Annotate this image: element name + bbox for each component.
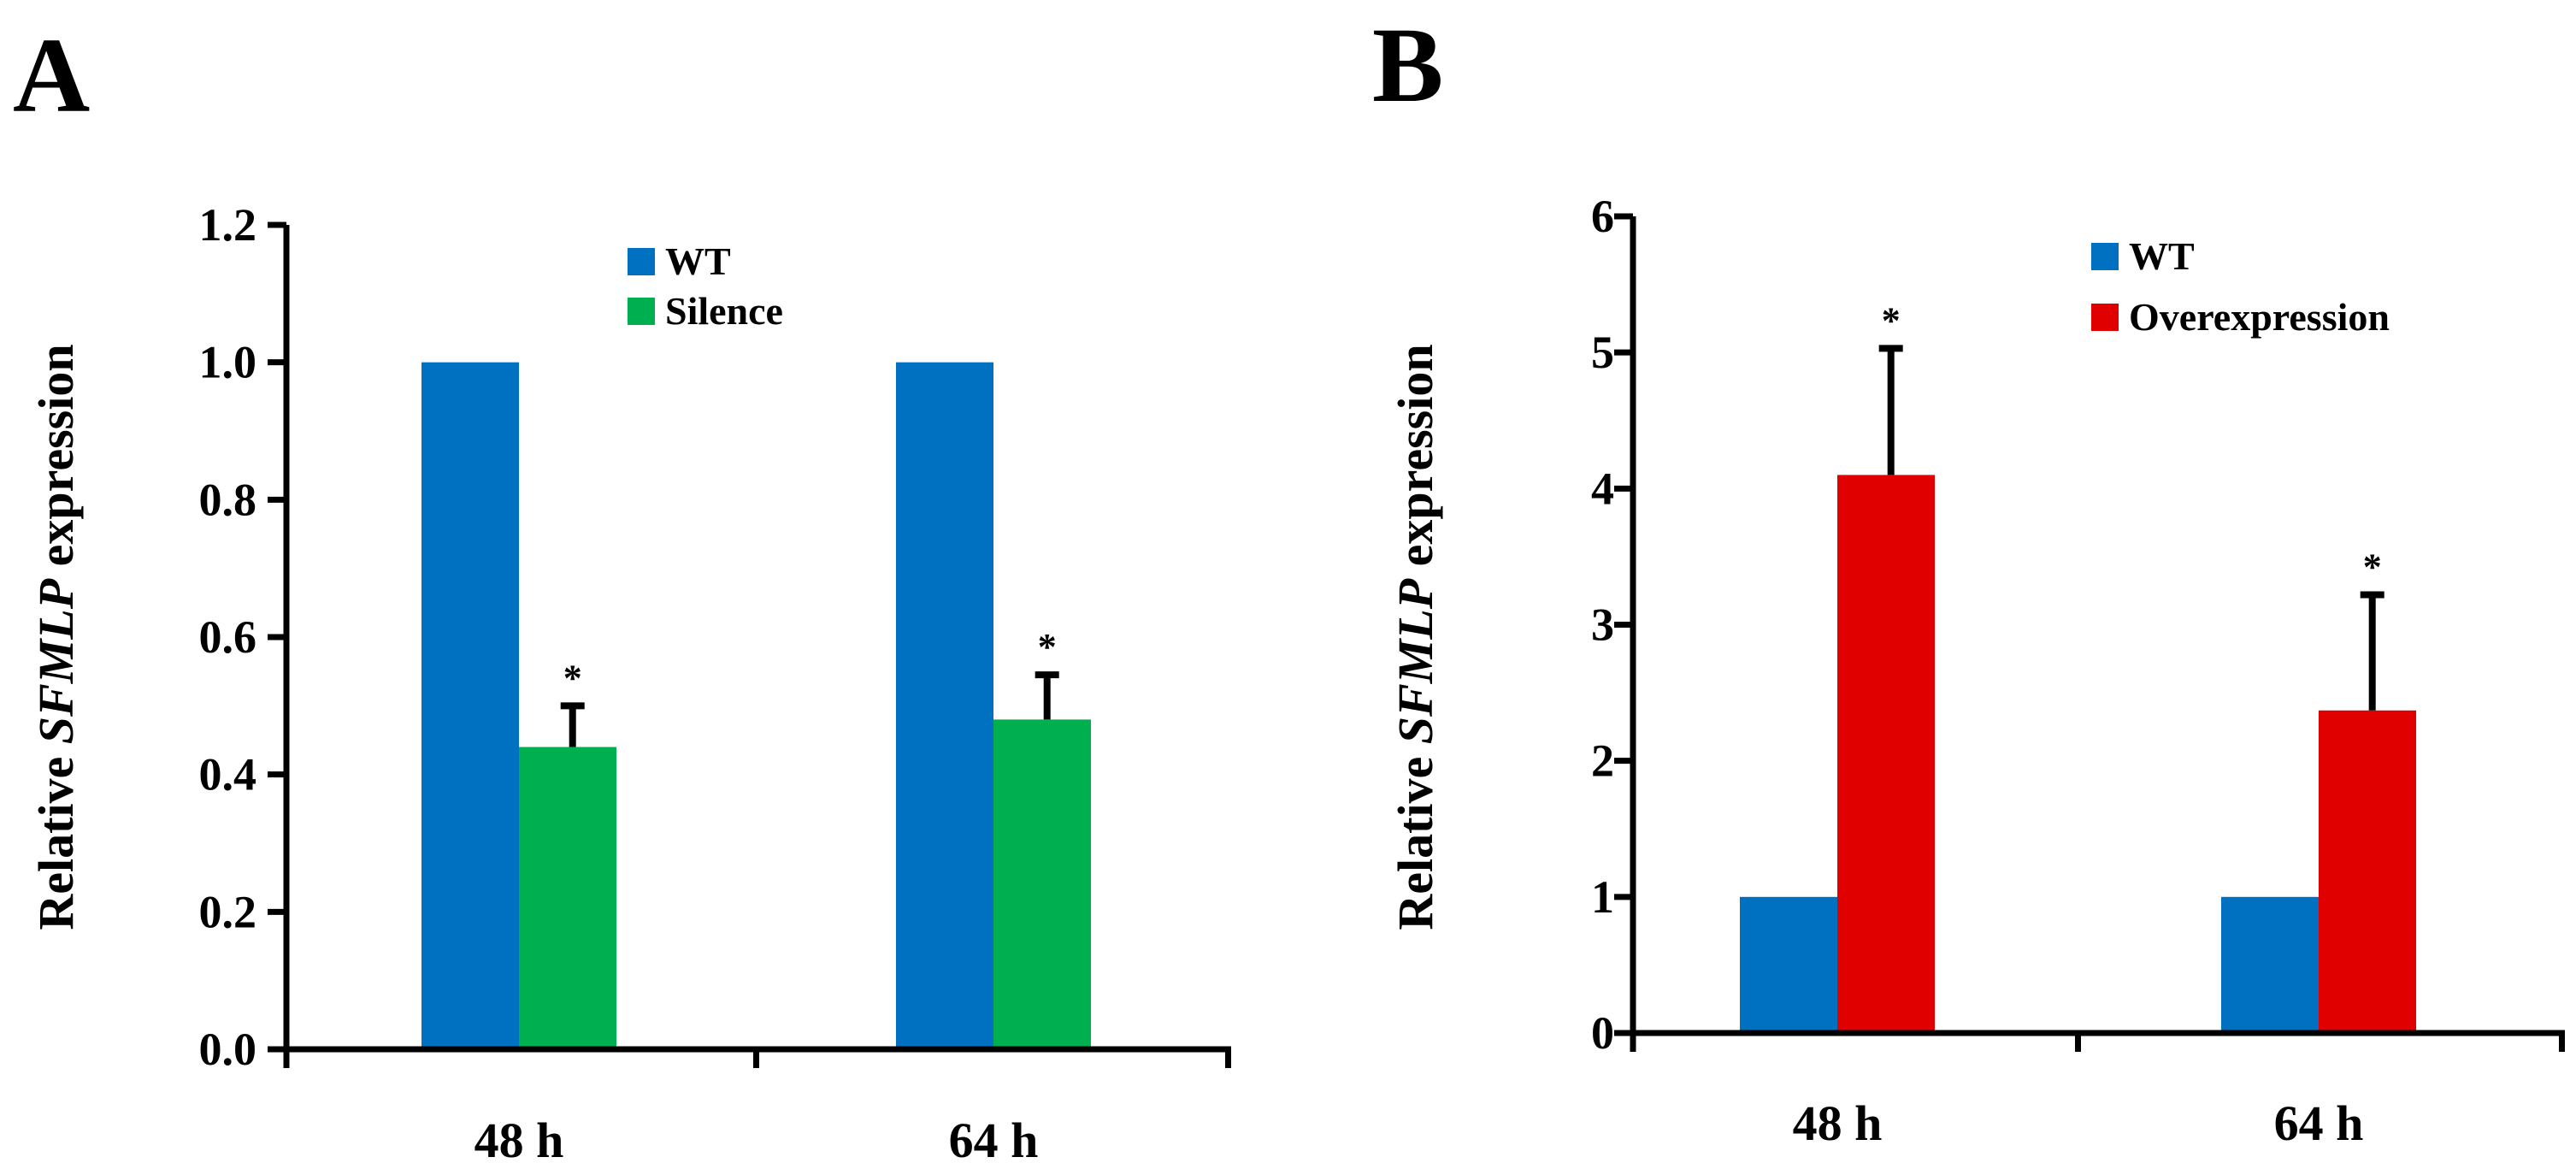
y-tick-label: 4 [1591,463,1614,514]
panel-b-label: B [1372,7,1443,125]
y-tick-label: 1 [1591,871,1614,923]
y-tick-label: 0.0 [199,1024,257,1075]
x-tick-label: 48 h [1793,1095,1883,1151]
significance-marker: * [1882,299,1901,341]
x-tick-label: 48 h [475,1113,564,1163]
y-tick-label: 0.4 [199,749,257,800]
y-tick-label: 3 [1591,599,1614,651]
y-tick-label: 5 [1591,327,1614,378]
panel-b-plot-area: * * 0 1 2 3 4 5 6 48 h 64 h [1591,191,2565,1151]
panel-a-chart: A Relative SFMLP expression * * 0.0 0.2 0.4 0… [13,17,1231,1163]
legend-label-silence: Silence [665,289,783,333]
bar-wt-48h [1740,896,1837,1033]
legend-label-overexpression: Overexpression [2129,295,2390,339]
y-tick-label: 1.0 [199,337,257,388]
bar-silence-64h [993,719,1091,1049]
x-tick-label: 64 h [2274,1095,2364,1151]
panel-b-legend: WT Overexpression [2091,234,2390,339]
bar-overexpression-64h [2319,710,2416,1033]
y-tick-label: 0.8 [199,474,257,525]
y-tick-label: 0 [1591,1007,1614,1059]
panel-b-chart: B Relative SFMLP expression * * 0 1 2 3 4 5 6 48 … [1372,7,2565,1151]
significance-marker: * [1038,626,1057,668]
significance-marker: * [2363,546,2382,587]
y-tick-label: 1.2 [199,199,257,251]
panel-a-legend: WT Silence [628,239,783,333]
bar-wt-64h [896,362,993,1050]
legend-label-wt: WT [665,239,731,283]
y-tick-label: 0.2 [199,886,257,937]
y-tick-label: 6 [1591,191,1614,242]
legend-swatch-overexpression [2091,304,2119,331]
y-tick-label: 0.6 [199,611,257,663]
bar-wt-48h [421,362,519,1050]
significance-marker: * [563,657,582,699]
legend-swatch-silence [628,298,655,325]
panel-a-plot-area: * * 0.0 0.2 0.4 0.6 0.8 1.0 1.2 48 h 64 h [199,199,1231,1163]
panel-a-y-axis-label: Relative SFMLP expression [28,344,84,930]
legend-label-wt: WT [2129,234,2195,278]
panel-a-label: A [13,17,90,135]
bar-silence-48h [519,747,616,1049]
panel-b-y-axis-label: Relative SFMLP expression [1388,344,1443,930]
legend-swatch-wt [2091,243,2119,270]
x-tick-label: 64 h [949,1113,1039,1163]
legend-swatch-wt [628,248,655,275]
y-tick-label: 2 [1591,735,1614,787]
bar-overexpression-48h [1837,475,1935,1033]
bar-wt-64h [2221,896,2319,1033]
